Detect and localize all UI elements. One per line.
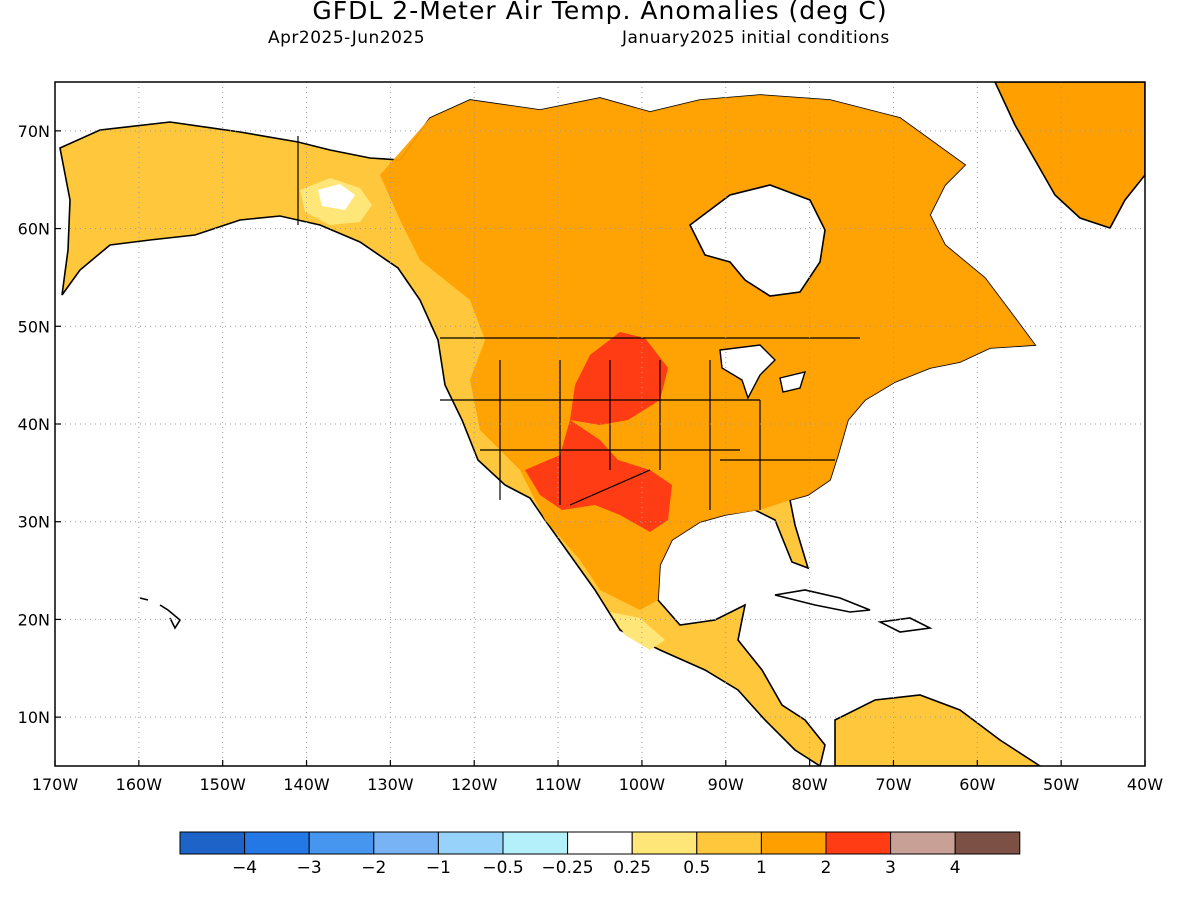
anomaly-region-0-25-0-5-mexico — [610, 612, 665, 650]
latitude-label: 10N — [18, 708, 50, 727]
longitude-label: 120W — [451, 775, 498, 794]
legend-swatch — [244, 831, 310, 855]
latitude-labels: 70N 60N 50N 40N 30N 20N 10N — [18, 122, 50, 727]
latitude-label: 20N — [18, 610, 50, 629]
longitude-label: 70W — [875, 775, 911, 794]
legend-swatch — [825, 831, 892, 855]
longitude-label: 130W — [367, 775, 414, 794]
great-lakes — [719, 344, 807, 400]
legend-label: −0.25 — [542, 858, 594, 878]
legend-swatch — [502, 831, 569, 855]
legend-label: −1 — [426, 858, 451, 878]
legend-swatch — [890, 831, 956, 855]
longitude-label: 90W — [708, 775, 744, 794]
longitude-label: 170W — [32, 775, 79, 794]
graticule — [55, 82, 1145, 766]
longitude-label: 150W — [200, 775, 247, 794]
legend-swatch — [308, 831, 375, 855]
legend-label: 3 — [885, 858, 896, 878]
legend-swatch — [631, 831, 698, 855]
legend-swatch — [179, 831, 246, 855]
south-america-landmass — [834, 694, 1042, 766]
legend-label: 2 — [821, 858, 832, 878]
longitude-labels: 170W 160W 150W 140W 130W 120W 110W 100W 90W 80W 70… — [32, 775, 1163, 794]
legend-label: 0.5 — [683, 858, 710, 878]
longitude-label: 110W — [535, 775, 582, 794]
hawaii-islands — [139, 597, 182, 630]
legend-label: 4 — [950, 858, 961, 878]
legend-swatch — [954, 831, 1021, 855]
legend-swatch — [760, 831, 827, 855]
longitude-label: 80W — [792, 775, 828, 794]
legend-label: −4 — [232, 858, 257, 878]
longitude-label: 40W — [1127, 775, 1163, 794]
longitude-label: 60W — [959, 775, 995, 794]
anomaly-region-2-3-southwest — [525, 420, 672, 532]
longitude-label: 50W — [1043, 775, 1079, 794]
greenland-landmass — [994, 82, 1145, 229]
map-title: GFDL 2-Meter Air Temp. Anomalies (deg C) — [312, 0, 888, 25]
initial-conditions: January2025 initial conditions — [622, 28, 890, 48]
legend-label: −0.5 — [482, 858, 523, 878]
legend-swatch — [437, 831, 504, 855]
latitude-label: 60N — [18, 220, 50, 239]
anomaly-map: 70N 60N 50N 40N 30N 20N 10N 170W 160W 150W 140W 13… — [18, 81, 1163, 794]
legend-swatch — [696, 831, 762, 855]
forecast-period: Apr2025-Jun2025 — [268, 28, 426, 48]
legend-label: −2 — [361, 858, 386, 878]
political-boundaries — [297, 136, 860, 510]
latitude-label: 30N — [18, 513, 50, 532]
legend-swatch — [373, 831, 439, 855]
legend-label: 1 — [756, 858, 767, 878]
legend-label: −3 — [297, 858, 322, 878]
cuba-island — [774, 589, 871, 613]
white-patch-yukon — [318, 184, 355, 210]
anomaly-region-2-3-plains — [570, 332, 668, 425]
longitude-label: 140W — [283, 775, 330, 794]
latitude-label: 70N — [18, 122, 50, 141]
latitude-label: 40N — [18, 415, 50, 434]
longitude-label: 160W — [116, 775, 163, 794]
longitude-label: 100W — [619, 775, 666, 794]
legend-swatch — [567, 831, 633, 855]
legend-label: 0.25 — [613, 858, 651, 878]
latitude-label: 50N — [18, 317, 50, 336]
